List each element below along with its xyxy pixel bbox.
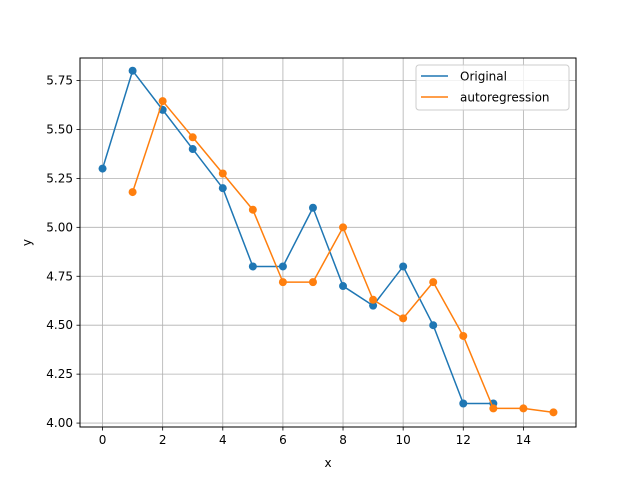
data-point-original [248,262,257,271]
data-point-original [128,66,137,75]
data-point-original [278,262,287,271]
legend: Original autoregression [415,64,570,111]
data-point-original [339,282,348,291]
data-point-autoregression [158,97,167,106]
data-point-autoregression [339,223,348,232]
grid [80,58,576,427]
y-tick-label: 4.50 [46,318,73,332]
data-point-original [459,399,468,408]
data-point-autoregression [218,169,227,178]
y-tick-label: 4.75 [46,269,73,283]
data-point-original [399,262,408,271]
data-point-original [429,321,438,330]
x-tick-label: 10 [396,433,411,447]
data-point-autoregression [459,331,468,340]
x-axis: 0 2 4 6 8 10 12 14 [99,427,531,447]
data-point-autoregression [308,278,317,287]
y-tick-label: 5.00 [46,220,73,234]
data-point-autoregression [278,278,287,287]
y-tick-label: 5.25 [46,171,73,185]
legend-label-autoregression: autoregression [460,91,550,105]
data-point-original [308,203,317,212]
data-point-original [218,184,227,193]
y-tick-label: 5.75 [46,74,73,88]
x-tick-label: 12 [456,433,471,447]
data-point-autoregression [248,205,257,214]
series-autoregression [128,97,558,417]
plot-frame [79,57,577,428]
data-point-autoregression [188,133,197,142]
data-point-original [369,301,378,310]
y-tick-label: 4.00 [46,416,73,430]
data-point-autoregression [369,295,378,304]
x-axis-title: x [324,456,331,470]
data-point-autoregression [128,188,137,197]
y-tick-label: 5.50 [46,122,73,136]
data-point-original [98,164,107,173]
x-tick-label: 8 [339,433,347,447]
legend-label-original: Original [460,70,507,84]
data-point-original [188,145,197,154]
data-point-autoregression [429,278,438,287]
x-tick-label: 4 [219,433,227,447]
data-point-autoregression [519,404,528,413]
y-axis-title: y [20,239,34,246]
x-tick-label: 2 [159,433,167,447]
series-layer [98,66,558,417]
data-point-autoregression [399,314,408,323]
series-original [98,66,498,408]
data-point-autoregression [549,408,558,417]
data-point-autoregression [489,404,498,413]
y-axis: 4.00 4.25 4.50 4.75 5.00 5.25 5.50 5.75 [46,74,80,430]
series-line-original [101,69,494,405]
x-tick-label: 6 [279,433,287,447]
legend-box [415,64,570,111]
x-tick-label: 0 [99,433,107,447]
x-tick-label: 14 [516,433,531,447]
y-tick-label: 4.25 [46,367,73,381]
